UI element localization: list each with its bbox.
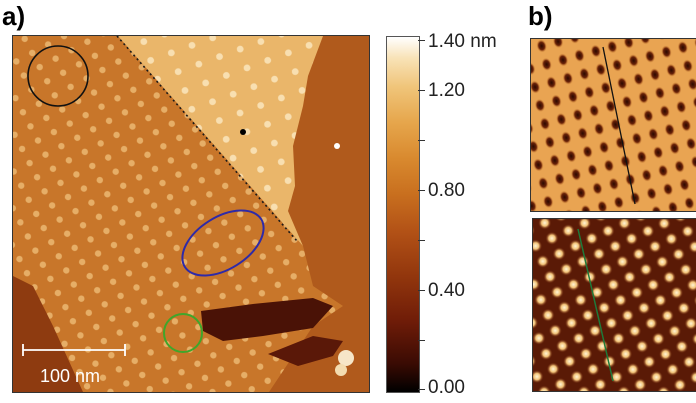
bright-debris [338,350,354,366]
colorbar-label-max: 1.40 nm [428,31,497,52]
colorbar-tick [418,90,425,91]
bright-debris-2 [335,364,347,376]
colorbar-label: 0.80 [428,180,465,201]
dotted-terrace [13,36,343,392]
scale-bar-label: 100 nm [40,366,100,386]
inset-top-svg [531,39,696,211]
colorbar-tick [418,140,425,141]
panel-a-label: a) [2,1,26,31]
white-marker-dot [334,143,340,149]
colorbar-label: 0.40 [428,280,465,301]
colorbar-tick [418,240,425,241]
inset-top-image [530,38,696,212]
colorbar-tick [418,389,425,390]
black-marker-dot [240,129,246,135]
panel-b-label: b) [528,1,553,31]
lower-left-region [13,276,83,392]
inset-top-line [602,46,636,205]
colorbar-tick [418,190,425,191]
colorbar-tick [418,340,425,341]
colorbar-tick [418,290,425,291]
inset-bottom-lattice [533,219,696,391]
colorbar-tick [418,40,425,41]
colorbar [386,36,420,393]
blue-ellipse-annotation [181,209,265,277]
upper-terrace [118,36,323,246]
green-circle-annotation [163,313,203,353]
inset-top-lattice [531,39,696,211]
stm-main-svg: 100 nm [13,36,369,392]
inset-bottom-line [577,228,614,382]
colorbar-label: 1.20 [428,80,465,101]
black-circle-annotation [27,45,89,107]
dark-trench [201,298,333,341]
inset-bottom-svg [533,219,696,391]
dotted-boundary-line [116,36,298,242]
dark-trench-lower [268,336,343,366]
stm-main-image: 100 nm [12,35,370,393]
colorbar-label-min: 0.00 [428,377,465,398]
inset-bottom-image [532,218,696,392]
